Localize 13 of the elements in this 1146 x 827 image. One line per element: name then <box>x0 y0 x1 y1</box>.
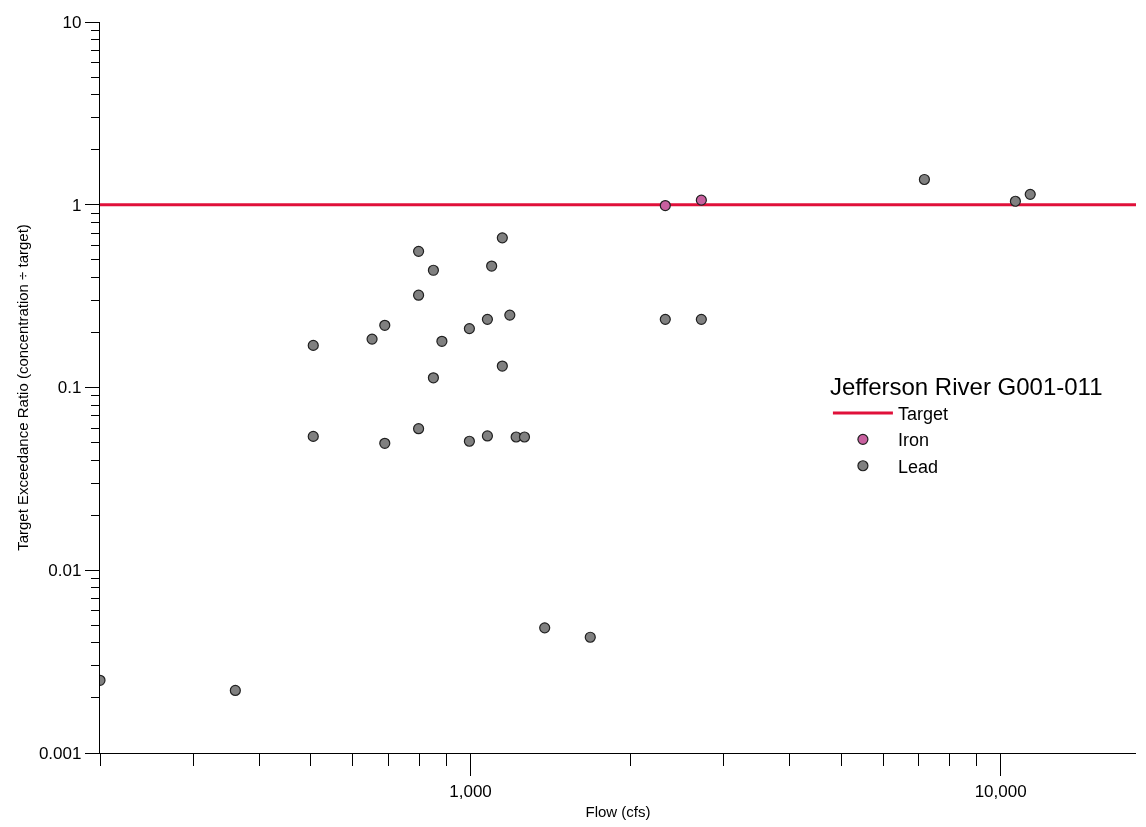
legend-label: Lead <box>897 456 938 477</box>
x-axis-title: Flow (cfs) <box>585 802 651 820</box>
y-tick-label: 0.1 <box>57 378 82 398</box>
y-tick-label: 10 <box>62 12 82 32</box>
y-tick-label: 0.01 <box>48 561 82 581</box>
y-axis-title: Target Exceedance Ratio (concentration ÷ target) <box>14 224 32 551</box>
y-tick-label: 0.001 <box>38 743 82 763</box>
legend-label: Target <box>897 403 948 424</box>
legend-label: Iron <box>897 430 929 451</box>
y-tick-label: 1 <box>71 195 82 215</box>
x-tick-label: 10,000 <box>974 781 1027 801</box>
legend-title: Jefferson River G001-011 <box>829 372 1103 400</box>
x-tick-label: 1,000 <box>449 781 492 801</box>
